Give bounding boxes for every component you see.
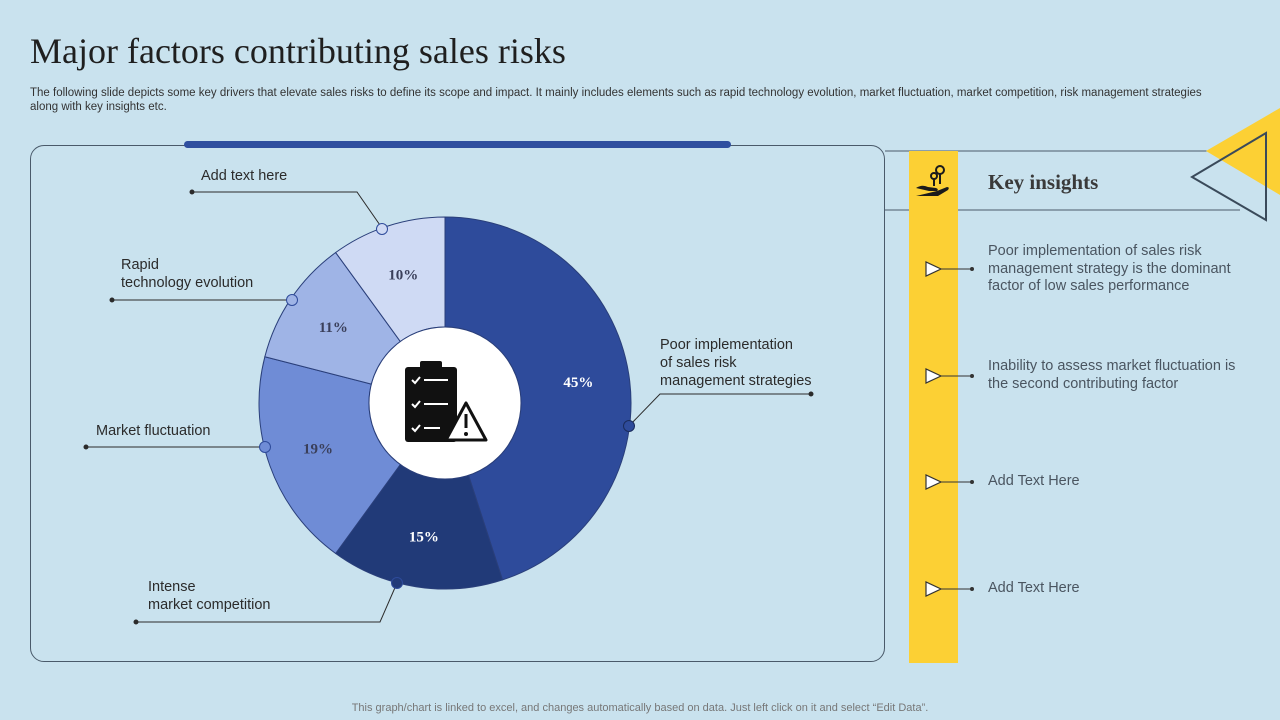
callout-market-fluctuation: Market fluctuation <box>96 423 211 439</box>
slice-marker <box>259 441 271 453</box>
leader-poor <box>628 393 811 427</box>
slice-marker <box>623 420 635 432</box>
insight-marker <box>925 581 974 597</box>
leader-dot <box>133 619 139 625</box>
insight-marker <box>925 474 974 490</box>
panel-accent-bar <box>184 141 731 148</box>
insight-item-3: Add Text Here <box>988 473 1080 489</box>
callout-rapid-line1: Rapid <box>121 257 159 273</box>
callout-rapid-line2: technology evolution <box>121 275 254 291</box>
slice-label: 11% <box>319 320 348 336</box>
clipboard-warning-icon <box>405 361 488 442</box>
insight-marker <box>925 261 974 277</box>
slice-label: 19% <box>303 442 333 458</box>
leader-add-text <box>192 191 383 229</box>
callout-poor: Poor implementation of sales risk manage… <box>660 336 812 390</box>
hand-keys-icon <box>916 165 949 196</box>
page-description: The following slide depicts some key dri… <box>30 87 1202 113</box>
slice-marker <box>376 223 388 235</box>
footer-note: This graph/chart is linked to excel, and… <box>351 702 929 714</box>
slice-label: 45% <box>563 375 593 391</box>
insight-item-1: Poor implementation of sales risk manage… <box>988 243 1231 294</box>
callout-poor-line3: management strategies <box>660 373 812 389</box>
insight-marker <box>925 368 974 384</box>
slice-marker <box>391 577 403 589</box>
slice-marker <box>286 294 298 306</box>
callout-rapid: Rapid technology evolution <box>121 256 253 292</box>
callout-add-text: Add text here <box>201 168 288 184</box>
insight-item-4: Add Text Here <box>988 580 1080 596</box>
callout-poor-line2: of sales risk <box>660 355 737 371</box>
callout-intense-line2: market competition <box>148 597 271 613</box>
callout-intense-line1: Intense <box>148 579 196 595</box>
callout-intense: Intense market competition <box>148 578 271 614</box>
leader-dot <box>83 444 89 450</box>
leader-dot <box>189 189 195 195</box>
slice-label: 15% <box>409 529 439 545</box>
leader-intense <box>136 582 398 623</box>
insight-item-2: Inability to assess market fluctuation i… <box>988 358 1236 392</box>
leader-dot <box>109 297 115 303</box>
leader-dot <box>808 391 814 397</box>
insights-strip <box>909 151 958 663</box>
key-insights-title: Key insights <box>988 170 1099 194</box>
page-title: Major factors contributing sales risks <box>30 31 566 71</box>
slice-label: 10% <box>388 268 418 284</box>
insight-markers <box>925 261 974 597</box>
callout-poor-line1: Poor implementation <box>660 337 793 353</box>
